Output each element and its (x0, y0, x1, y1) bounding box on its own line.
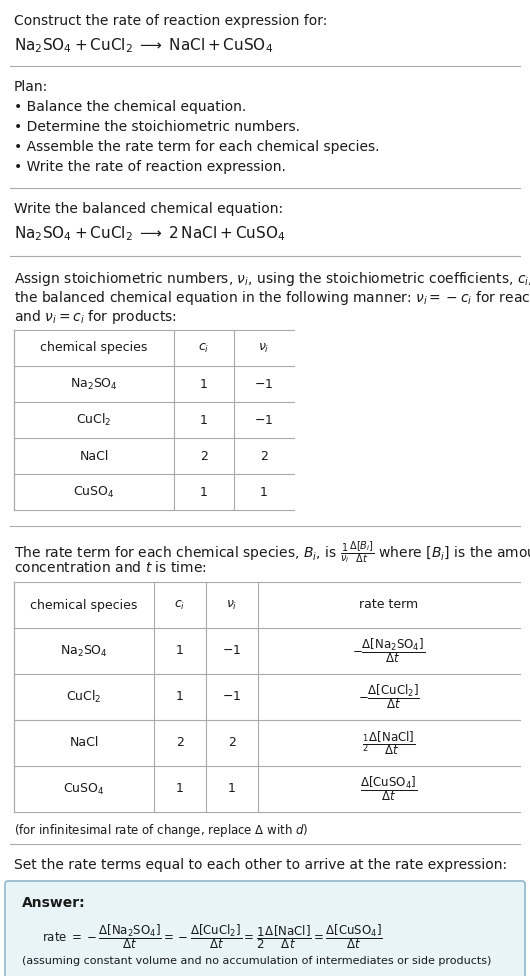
Text: 1: 1 (176, 644, 184, 658)
Text: • Balance the chemical equation.: • Balance the chemical equation. (14, 100, 246, 114)
Text: $\nu_i$: $\nu_i$ (226, 598, 237, 612)
Text: $\mathrm{CuSO_4}$: $\mathrm{CuSO_4}$ (73, 484, 115, 500)
Text: $\dfrac{\Delta[\mathrm{CuSO_4}]}{\Delta t}$: $\dfrac{\Delta[\mathrm{CuSO_4}]}{\Delta … (360, 775, 418, 803)
Text: $c_i$: $c_i$ (174, 598, 186, 612)
Text: 1: 1 (260, 485, 268, 499)
Text: 2: 2 (260, 450, 268, 463)
Text: $c_i$: $c_i$ (198, 342, 210, 354)
Text: $\mathrm{CuSO_4}$: $\mathrm{CuSO_4}$ (63, 782, 105, 796)
Text: 1: 1 (200, 414, 208, 427)
Text: $-1$: $-1$ (223, 690, 242, 704)
Text: NaCl: NaCl (69, 737, 99, 750)
Text: 1: 1 (200, 378, 208, 390)
Text: $-\dfrac{\Delta[\mathrm{Na_2SO_4}]}{\Delta t}$: $-\dfrac{\Delta[\mathrm{Na_2SO_4}]}{\Del… (352, 636, 426, 666)
Text: Answer:: Answer: (22, 896, 86, 910)
Text: Set the rate terms equal to each other to arrive at the rate expression:: Set the rate terms equal to each other t… (14, 858, 507, 872)
Text: Construct the rate of reaction expression for:: Construct the rate of reaction expressio… (14, 14, 328, 28)
Text: $\nu_i$: $\nu_i$ (258, 342, 270, 354)
Text: Plan:: Plan: (14, 80, 48, 94)
Text: $\frac{1}{2}\dfrac{\Delta[\mathrm{NaCl}]}{\Delta t}$: $\frac{1}{2}\dfrac{\Delta[\mathrm{NaCl}]… (363, 729, 416, 756)
Text: (for infinitesimal rate of change, replace $\Delta$ with $d$): (for infinitesimal rate of change, repla… (14, 822, 308, 839)
Text: rate term: rate term (359, 598, 419, 612)
Text: 1: 1 (176, 783, 184, 795)
Text: rate $= -\dfrac{\Delta[\mathrm{Na_2SO_4}]}{\Delta t} = -\dfrac{\Delta[\mathrm{Cu: rate $= -\dfrac{\Delta[\mathrm{Na_2SO_4}… (42, 922, 383, 951)
Text: $-1$: $-1$ (254, 414, 273, 427)
Text: (assuming constant volume and no accumulation of intermediates or side products): (assuming constant volume and no accumul… (22, 956, 491, 966)
Text: • Write the rate of reaction expression.: • Write the rate of reaction expression. (14, 160, 286, 174)
Text: concentration and $t$ is time:: concentration and $t$ is time: (14, 560, 207, 575)
Text: 1: 1 (176, 690, 184, 704)
Text: 2: 2 (200, 450, 208, 463)
Text: The rate term for each chemical species, $B_i$, is $\frac{1}{\nu_i}\frac{\Delta[: The rate term for each chemical species,… (14, 540, 530, 566)
Text: $\mathrm{Na_2SO_4}$: $\mathrm{Na_2SO_4}$ (70, 377, 118, 391)
Text: $\mathrm{Na_2SO_4 + CuCl_2 \;\longrightarrow\; 2\,NaCl + CuSO_4}$: $\mathrm{Na_2SO_4 + CuCl_2 \;\longrighta… (14, 224, 286, 243)
Text: $-1$: $-1$ (223, 644, 242, 658)
Text: chemical species: chemical species (40, 342, 148, 354)
Text: $\mathrm{CuCl_2}$: $\mathrm{CuCl_2}$ (76, 412, 112, 428)
Text: Assign stoichiometric numbers, $\nu_i$, using the stoichiometric coefficients, $: Assign stoichiometric numbers, $\nu_i$, … (14, 270, 530, 288)
Text: $-1$: $-1$ (254, 378, 273, 390)
Text: 2: 2 (176, 737, 184, 750)
Text: 2: 2 (228, 737, 236, 750)
Text: $-\dfrac{\Delta[\mathrm{CuCl_2}]}{\Delta t}$: $-\dfrac{\Delta[\mathrm{CuCl_2}]}{\Delta… (358, 682, 420, 712)
Text: 1: 1 (228, 783, 236, 795)
Text: Write the balanced chemical equation:: Write the balanced chemical equation: (14, 202, 283, 216)
Text: the balanced chemical equation in the following manner: $\nu_i = -c_i$ for react: the balanced chemical equation in the fo… (14, 289, 530, 307)
Text: $\mathrm{Na_2SO_4 + CuCl_2 \;\longrightarrow\; NaCl + CuSO_4}$: $\mathrm{Na_2SO_4 + CuCl_2 \;\longrighta… (14, 36, 273, 55)
Text: NaCl: NaCl (80, 450, 109, 463)
Text: and $\nu_i = c_i$ for products:: and $\nu_i = c_i$ for products: (14, 308, 177, 326)
Text: $\mathrm{CuCl_2}$: $\mathrm{CuCl_2}$ (66, 689, 102, 705)
Text: • Determine the stoichiometric numbers.: • Determine the stoichiometric numbers. (14, 120, 300, 134)
Text: 1: 1 (200, 485, 208, 499)
Text: • Assemble the rate term for each chemical species.: • Assemble the rate term for each chemic… (14, 140, 379, 154)
FancyBboxPatch shape (5, 881, 525, 976)
Text: $\mathrm{Na_2SO_4}$: $\mathrm{Na_2SO_4}$ (60, 643, 108, 659)
Text: chemical species: chemical species (30, 598, 138, 612)
